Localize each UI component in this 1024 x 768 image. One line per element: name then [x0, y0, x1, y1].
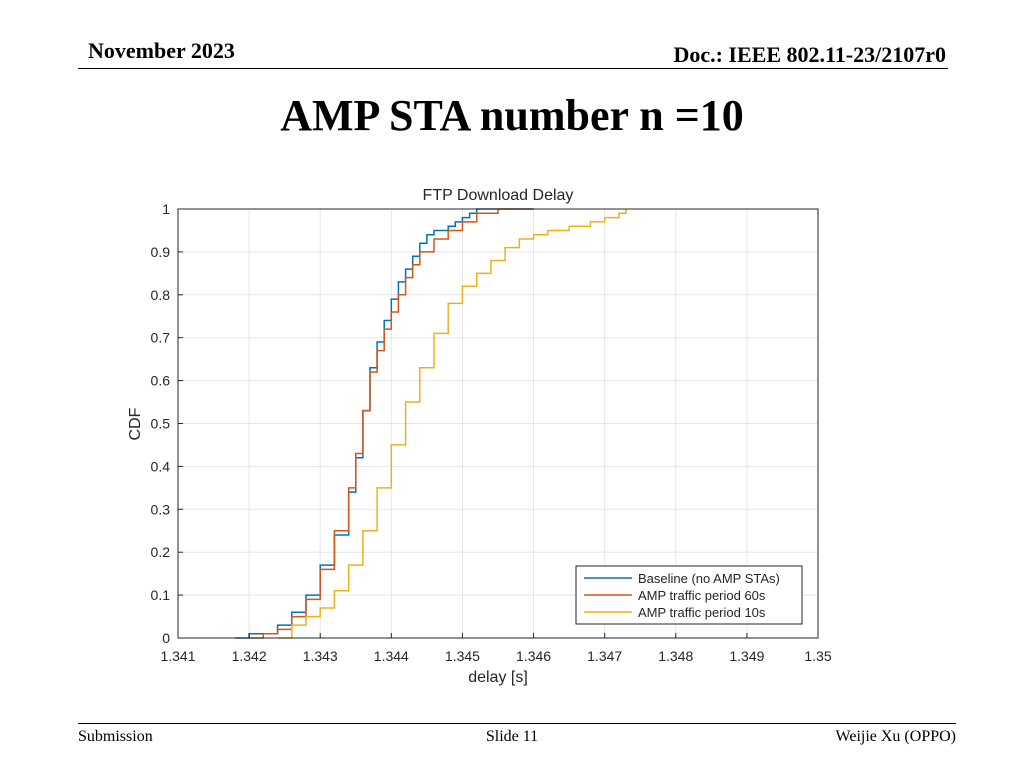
y-tick-label: 1 [162, 201, 170, 217]
header-doc-id: Doc.: IEEE 802.11-23/2107r0 [673, 42, 946, 67]
y-tick-label: 0 [162, 630, 170, 646]
x-tick-label: 1.348 [658, 648, 693, 664]
x-tick-label: 1.342 [232, 648, 267, 664]
y-tick-label: 0.8 [151, 287, 171, 303]
legend: Baseline (no AMP STAs) AMP traffic period… [575, 565, 803, 625]
y-axis-label: CDF [127, 407, 144, 440]
x-tick-label: 1.343 [303, 648, 338, 664]
y-axis-ticks: 0 0.1 0.2 0.3 0.4 0.5 0.6 0.7 0.8 0.9 1 [151, 201, 183, 646]
y-tick-label: 0.2 [151, 544, 171, 560]
cdf-chart: FTP Download Delay 1.341 1.342 1.343 1.344 1… [127, 187, 832, 686]
legend-entry: AMP traffic period 60s [638, 588, 766, 603]
x-tick-label: 1.341 [160, 648, 195, 664]
x-tick-label: 1.347 [587, 648, 622, 664]
y-tick-label: 0.3 [151, 501, 171, 517]
x-tick-label: 1.344 [374, 648, 409, 664]
slide-title: AMP STA number n =10 [280, 91, 744, 140]
series-line-2 [249, 208, 534, 639]
series-line-3 [277, 209, 627, 639]
y-tick-label: 0.5 [151, 416, 171, 432]
y-tick-label: 0.4 [151, 458, 171, 474]
x-tick-label: 1.349 [729, 648, 764, 664]
x-axis-label: delay [s] [468, 669, 528, 686]
chart-container: FTP Download Delay 1.341 1.342 1.343 1.344 1… [110, 180, 850, 690]
footer-slide-number: Slide 11 [485, 728, 539, 745]
x-tick-label: 1.346 [516, 648, 551, 664]
footer-submission: Submission [78, 728, 153, 745]
y-tick-label: 0.7 [151, 330, 171, 346]
legend-entry: AMP traffic period 10s [638, 605, 766, 620]
header-date: November 2023 [88, 38, 235, 63]
y-tick-label: 0.9 [151, 244, 171, 260]
header-rule [78, 68, 948, 69]
y-tick-label: 0.6 [151, 373, 171, 389]
footer-author: Weijie Xu (OPPO) [835, 728, 956, 745]
series-layer [234, 208, 627, 639]
y-tick-label: 0.1 [151, 587, 171, 603]
chart-title: FTP Download Delay [423, 187, 574, 204]
x-tick-label: 1.35 [804, 648, 831, 664]
legend-entry: Baseline (no AMP STAs) [638, 571, 780, 586]
footer-rule [78, 723, 956, 724]
x-tick-label: 1.345 [445, 648, 480, 664]
x-axis-ticks: 1.341 1.342 1.343 1.344 1.345 1.346 1.347 1.348… [160, 633, 832, 664]
